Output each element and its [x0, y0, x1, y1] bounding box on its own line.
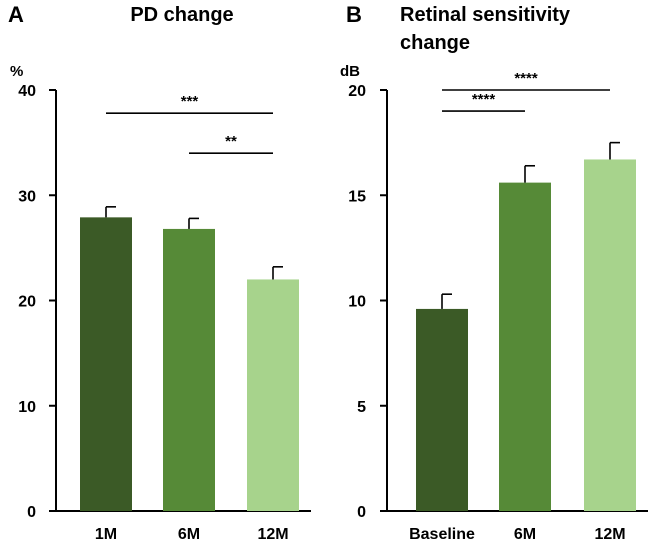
panel-a-y-tick-label: 10 [18, 399, 36, 416]
panel-b-title-line2: change [400, 32, 470, 54]
panel-a-category-label: 1M [95, 526, 117, 543]
panel-b-y-tick-label: 15 [348, 188, 366, 205]
panel-b-y-tick-label: 20 [348, 83, 366, 100]
panel-a-y-unit: % [10, 63, 23, 80]
panel-a-bar-1m [80, 217, 132, 512]
panel-b-category-label: 12M [594, 526, 625, 543]
panel-a-bar-6m [163, 228, 215, 511]
panel-a-bar-12m [247, 279, 299, 511]
panel-b-bar-baseline [416, 308, 468, 511]
panel-b-bar-6m [499, 182, 551, 511]
panel-a-category-label: 6M [178, 526, 200, 543]
panel-a-y-tick-label: 30 [18, 188, 36, 205]
panel-b-y-tick-label: 10 [348, 294, 366, 311]
panel-a-y-tick-label: 40 [18, 83, 36, 100]
panel-a-y-tick-label: 0 [27, 504, 36, 521]
panel-a-title: PD change [130, 4, 233, 26]
panel-b-category-label: Baseline [409, 526, 475, 543]
panel-b-chart: 0 5 10 15 20 Baseline 6M 12M **** **** [348, 70, 648, 543]
panel-b-bar-12m [584, 159, 636, 511]
panel-a-significance-label: ** [225, 133, 237, 150]
panel-a-letter: A [8, 2, 24, 27]
panel-b-y-tick-label: 0 [357, 504, 366, 521]
panel-a-significance-label: *** [181, 93, 199, 110]
panel-a-y-tick-label: 20 [18, 294, 36, 311]
panel-b-significance-label: **** [472, 91, 496, 108]
panel-a-category-label: 12M [257, 526, 288, 543]
panel-b-significance-label: **** [514, 70, 538, 87]
panel-b-y-unit: dB [340, 63, 360, 80]
panel-b-title-line1: Retinal sensitivity [400, 4, 571, 26]
panel-b-category-label: 6M [514, 526, 536, 543]
panel-b-y-tick-label: 5 [357, 399, 366, 416]
panel-b-letter: B [346, 2, 362, 27]
